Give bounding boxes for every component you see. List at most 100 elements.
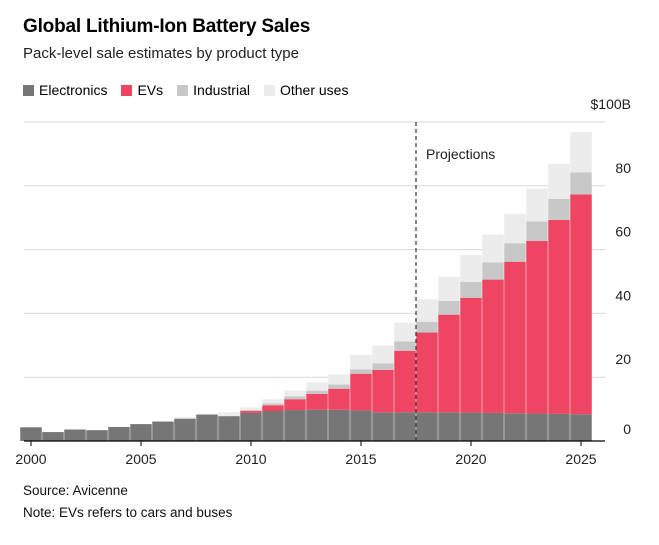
y-tick-label: 0 xyxy=(623,421,631,437)
bar-segment-industrial xyxy=(416,321,438,333)
bar-segment-industrial xyxy=(504,243,526,262)
bar-segment-other-uses xyxy=(460,255,482,282)
x-tick-label: 2000 xyxy=(15,451,46,467)
x-tick-label: 2005 xyxy=(125,451,156,467)
bar-segment-industrial xyxy=(548,198,570,220)
bar-segment-other-uses xyxy=(416,299,438,322)
bar-segment-electronics xyxy=(460,412,482,441)
bar-segment-industrial xyxy=(438,300,460,315)
footnote: Note: EVs refers to cars and buses xyxy=(23,505,233,520)
bar-segment-other-uses xyxy=(218,412,240,417)
bar-segment-electronics xyxy=(240,412,262,441)
bar-segment-other-uses xyxy=(284,390,306,397)
x-tick-label: 2010 xyxy=(235,451,266,467)
bar-segment-electronics xyxy=(328,409,350,441)
bar-segment-electronics xyxy=(416,412,438,441)
bar-segment-evs xyxy=(438,314,460,413)
y-tick-label: 80 xyxy=(615,160,631,176)
bar-segment-evs xyxy=(372,369,394,413)
bar-segment-other-uses xyxy=(350,354,372,370)
bar-segment-industrial xyxy=(460,281,482,298)
bar-segment-electronics xyxy=(42,432,64,441)
bar-segment-other-uses xyxy=(372,345,394,364)
bars xyxy=(20,132,592,441)
legend-item-electronics: Electronics xyxy=(23,82,107,98)
y-tick-label: $100B xyxy=(591,96,631,112)
bar-segment-evs xyxy=(482,279,504,413)
bar-segment-industrial xyxy=(526,221,548,241)
bar-segment-industrial xyxy=(306,390,328,394)
bar-segment-evs xyxy=(570,194,592,415)
bar-segment-electronics xyxy=(174,418,196,441)
bar-segment-electronics xyxy=(108,426,130,441)
legend-item-other-uses: Other uses xyxy=(263,82,349,98)
bar-segment-electronics xyxy=(284,410,306,441)
bar-segment-industrial xyxy=(482,262,504,280)
bar-segment-industrial xyxy=(328,384,350,389)
bar-segment-electronics xyxy=(438,412,460,441)
legend-label-industrial: Industrial xyxy=(193,82,250,98)
bar-segment-other-uses xyxy=(262,399,284,404)
bar-segment-industrial xyxy=(394,341,416,351)
bar-segment-electronics xyxy=(372,412,394,441)
bar-segment-evs xyxy=(548,219,570,414)
chart-title: Global Lithium-Ion Battery Sales xyxy=(23,16,311,37)
legend: Electronics EVs Industrial Other uses xyxy=(23,82,362,98)
bar-segment-evs xyxy=(460,297,482,413)
bar-segment-evs xyxy=(394,350,416,413)
bar-segment-electronics xyxy=(482,412,504,441)
bar-segment-evs xyxy=(240,411,262,413)
bar-segment-evs xyxy=(328,388,350,410)
legend-swatch-industrial xyxy=(177,84,189,96)
projections-label: Projections xyxy=(426,146,495,162)
bar-segment-electronics xyxy=(394,412,416,441)
bar-segment-electronics xyxy=(262,411,284,441)
bar-segment-electronics xyxy=(218,416,240,441)
bar-segment-evs xyxy=(504,261,526,414)
axes: 0 20 40 60 80 $100B 2000 2005 2010 2015 2020 2025 xyxy=(15,96,631,467)
source-note: Source: Avicenne xyxy=(23,483,128,498)
bar-segment-other-uses xyxy=(548,163,570,199)
bar-segment-evs xyxy=(350,373,372,411)
y-tick-label: 60 xyxy=(615,224,631,240)
legend-swatch-other-uses xyxy=(263,84,275,96)
bar-segment-electronics xyxy=(130,424,152,441)
x-tick-label: 2015 xyxy=(345,451,376,467)
bar-segment-electronics xyxy=(504,413,526,441)
legend-label-other-uses: Other uses xyxy=(279,82,349,98)
legend-label-evs: EVs xyxy=(137,82,164,98)
bar-segment-other-uses xyxy=(438,276,460,301)
bar-segment-electronics xyxy=(152,421,174,441)
bar-segment-evs xyxy=(526,240,548,414)
bar-segment-electronics xyxy=(20,427,42,441)
bar-segment-other-uses xyxy=(526,188,548,222)
bar-segment-industrial xyxy=(350,369,372,374)
bar-segment-electronics xyxy=(548,413,570,441)
bar-segment-evs xyxy=(306,393,328,410)
bar-segment-electronics xyxy=(526,413,548,441)
bar-segment-other-uses xyxy=(570,132,592,173)
bar-segment-electronics xyxy=(196,414,218,441)
x-tick-label: 2020 xyxy=(455,451,486,467)
y-tick-label: 40 xyxy=(615,287,631,303)
bar-segment-industrial xyxy=(240,410,262,412)
bar-segment-industrial xyxy=(284,396,306,400)
bar-segment-other-uses xyxy=(504,213,526,244)
bar-segment-other-uses xyxy=(306,382,328,391)
legend-item-industrial: Industrial xyxy=(177,82,250,98)
bar-segment-other-uses xyxy=(174,417,196,419)
bar-segment-evs xyxy=(262,405,284,412)
bar-segment-industrial xyxy=(262,403,284,406)
bar-segment-electronics xyxy=(86,430,108,441)
bar-segment-industrial xyxy=(372,363,394,370)
y-tick-label: 20 xyxy=(615,351,631,367)
bar-segment-other-uses xyxy=(328,374,350,385)
legend-swatch-electronics xyxy=(23,84,34,96)
bar-segment-evs xyxy=(284,399,306,411)
legend-label-electronics: Electronics xyxy=(39,82,108,98)
bar-segment-other-uses xyxy=(394,322,416,342)
x-tick-label: 2025 xyxy=(565,451,596,467)
bar-segment-electronics xyxy=(570,414,592,441)
bar-segment-evs xyxy=(416,332,438,413)
bar-segment-other-uses xyxy=(240,407,262,411)
